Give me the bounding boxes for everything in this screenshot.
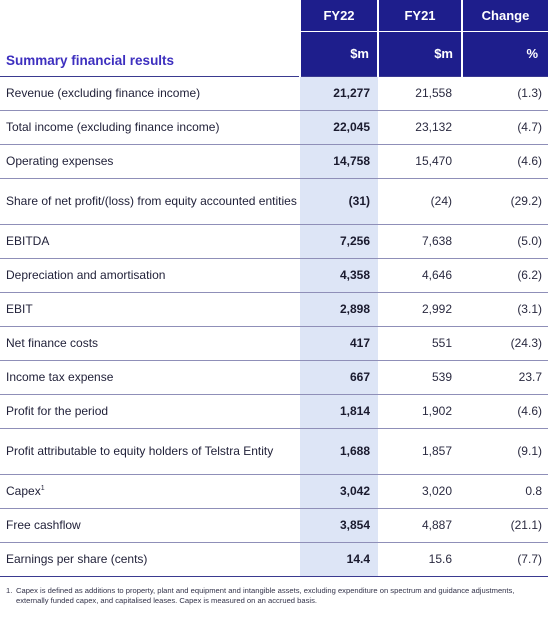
fy22-value: 667 bbox=[300, 360, 378, 395]
change-value: (29.2) bbox=[462, 178, 548, 225]
row-label: Depreciation and amortisation bbox=[0, 258, 300, 293]
change-value: (24.3) bbox=[462, 326, 548, 361]
fy21-value: 551 bbox=[378, 326, 462, 361]
table-row: Revenue (excluding finance income) 21,27… bbox=[0, 76, 548, 111]
table-row: Depreciation and amortisation 4,358 4,64… bbox=[0, 258, 548, 293]
table-row: EBIT 2,898 2,992 (3.1) bbox=[0, 292, 548, 327]
row-label: Operating expenses bbox=[0, 144, 300, 179]
fy21-value: 2,992 bbox=[378, 292, 462, 327]
footnote-marker: 1 bbox=[40, 485, 45, 492]
fy21-value: 1,902 bbox=[378, 394, 462, 429]
fy22-value: 3,042 bbox=[300, 474, 378, 509]
table-row: Earnings per share (cents) 14.4 15.6 (7.… bbox=[0, 542, 548, 577]
row-label: Income tax expense bbox=[0, 360, 300, 395]
change-value: (5.0) bbox=[462, 224, 548, 259]
unit-header-change: % bbox=[461, 31, 548, 77]
table-row: EBITDA 7,256 7,638 (5.0) bbox=[0, 224, 548, 259]
fy22-value: 21,277 bbox=[300, 76, 378, 111]
change-value: (6.2) bbox=[462, 258, 548, 293]
unit-header-fy21: $m bbox=[377, 31, 462, 77]
column-header-fy21: FY21 bbox=[377, 0, 462, 32]
table-row: Income tax expense 667 539 23.7 bbox=[0, 360, 548, 395]
fy21-value: 4,646 bbox=[378, 258, 462, 293]
table-row: Net finance costs 417 551 (24.3) bbox=[0, 326, 548, 361]
column-header-fy22: FY22 bbox=[299, 0, 378, 32]
fy21-value: 4,887 bbox=[378, 508, 462, 543]
change-value: (7.7) bbox=[462, 542, 548, 577]
change-value: (4.6) bbox=[462, 144, 548, 179]
change-value: (9.1) bbox=[462, 428, 548, 475]
fy22-value: 1,688 bbox=[300, 428, 378, 475]
row-label: Earnings per share (cents) bbox=[0, 542, 300, 577]
table-row: Total income (excluding finance income) … bbox=[0, 110, 548, 145]
row-label: EBIT bbox=[0, 292, 300, 327]
table-row: Profit for the period 1,814 1,902 (4.6) bbox=[0, 394, 548, 429]
fy21-value: 3,020 bbox=[378, 474, 462, 509]
row-label: EBITDA bbox=[0, 224, 300, 259]
change-value: (1.3) bbox=[462, 76, 548, 111]
fy22-value: 1,814 bbox=[300, 394, 378, 429]
row-label: Capex bbox=[6, 484, 41, 498]
fy21-value: 15.6 bbox=[378, 542, 462, 577]
fy22-value: 2,898 bbox=[300, 292, 378, 327]
change-value: 0.8 bbox=[462, 474, 548, 509]
table-row: Capex1 3,042 3,020 0.8 bbox=[0, 474, 548, 509]
fy21-value: 1,857 bbox=[378, 428, 462, 475]
table-title: Summary financial results bbox=[0, 31, 300, 77]
table-row: Free cashflow 3,854 4,887 (21.1) bbox=[0, 508, 548, 543]
fy21-value: 23,132 bbox=[378, 110, 462, 145]
fy21-value: 15,470 bbox=[378, 144, 462, 179]
change-value: (3.1) bbox=[462, 292, 548, 327]
fy21-value: (24) bbox=[378, 178, 462, 225]
row-label: Share of net profit/(loss) from equity a… bbox=[0, 178, 300, 225]
footnote: 1. Capex is defined as additions to prope… bbox=[6, 586, 536, 606]
header-row-years: FY22 FY21 Change bbox=[0, 0, 548, 32]
fy22-value: 14,758 bbox=[300, 144, 378, 179]
row-label: Net finance costs bbox=[0, 326, 300, 361]
header-blank-cell bbox=[0, 0, 300, 32]
row-label: Total income (excluding finance income) bbox=[0, 110, 300, 145]
summary-financial-table: FY22 FY21 Change Summary financial resul… bbox=[0, 0, 548, 577]
row-label: Free cashflow bbox=[0, 508, 300, 543]
row-label: Profit for the period bbox=[0, 394, 300, 429]
change-value: 23.7 bbox=[462, 360, 548, 395]
change-value: (21.1) bbox=[462, 508, 548, 543]
row-label: Revenue (excluding finance income) bbox=[0, 76, 300, 111]
header-row-units: Summary financial results $m $m % bbox=[0, 31, 548, 77]
row-label: Profit attributable to equity holders of… bbox=[0, 428, 300, 475]
footnote-text: Capex is defined as additions to propert… bbox=[16, 586, 515, 605]
fy21-value: 21,558 bbox=[378, 76, 462, 111]
fy22-value: 3,854 bbox=[300, 508, 378, 543]
fy22-value: 14.4 bbox=[300, 542, 378, 577]
fy22-value: 417 bbox=[300, 326, 378, 361]
column-header-change: Change bbox=[461, 0, 548, 32]
table-row: Operating expenses 14,758 15,470 (4.6) bbox=[0, 144, 548, 179]
fy22-value: 22,045 bbox=[300, 110, 378, 145]
table-row: Share of net profit/(loss) from equity a… bbox=[0, 178, 548, 225]
row-label-cell: Capex1 bbox=[0, 474, 300, 509]
table-row: Profit attributable to equity holders of… bbox=[0, 428, 548, 475]
fy22-value: (31) bbox=[300, 178, 378, 225]
change-value: (4.6) bbox=[462, 394, 548, 429]
fy21-value: 539 bbox=[378, 360, 462, 395]
footnote-number: 1. bbox=[6, 586, 13, 595]
change-value: (4.7) bbox=[462, 110, 548, 145]
fy21-value: 7,638 bbox=[378, 224, 462, 259]
fy22-value: 4,358 bbox=[300, 258, 378, 293]
unit-header-fy22: $m bbox=[299, 31, 378, 77]
fy22-value: 7,256 bbox=[300, 224, 378, 259]
